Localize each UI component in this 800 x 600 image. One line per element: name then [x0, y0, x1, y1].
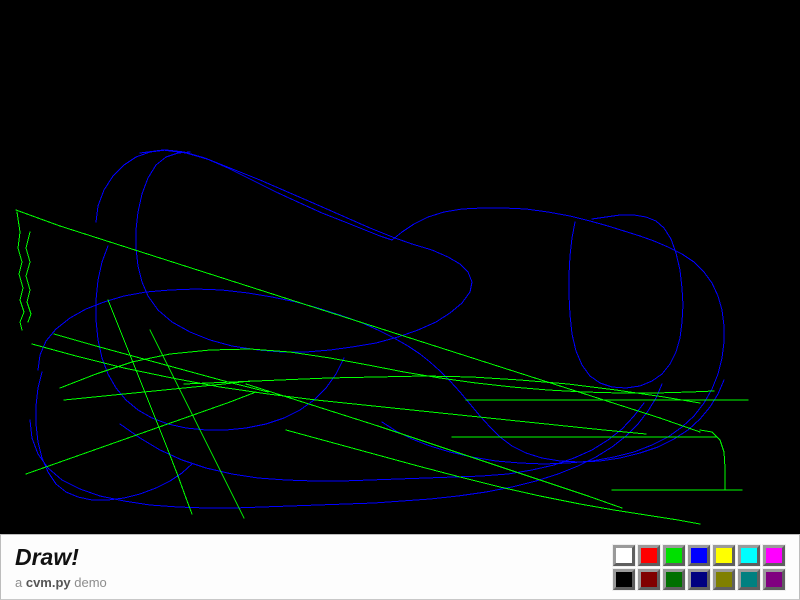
stroke-blue-inner-right-lobe: [568, 214, 684, 389]
stroke-green-diagonal-steep: [107, 299, 193, 515]
color-swatch-purple[interactable]: [762, 567, 786, 591]
color-swatch-yellow[interactable]: [712, 543, 736, 567]
palette-row-1: [612, 543, 786, 567]
branding: Draw! a cvm.py demo: [1, 543, 107, 589]
stroke-green-mid-crossing: [183, 375, 701, 404]
color-palette[interactable]: [612, 543, 799, 591]
drawing-canvas[interactable]: [0, 0, 800, 534]
color-swatch-teal[interactable]: [737, 567, 761, 591]
color-swatch-olive[interactable]: [712, 567, 736, 591]
stroke-green-zigzag-left-2: [25, 231, 32, 323]
stroke-blue-lower-bag: [29, 383, 663, 509]
app-subtitle: a cvm.py demo: [15, 576, 107, 589]
color-swatch-dark-green[interactable]: [662, 567, 686, 591]
stroke-green-horizontal-mid: [63, 380, 251, 401]
stroke-green-hook-right: [699, 429, 726, 491]
subtitle-module-name: cvm.py: [25, 574, 71, 590]
stroke-green-upper-cross: [53, 333, 269, 393]
color-swatch-black[interactable]: [612, 567, 636, 591]
stroke-group: [15, 149, 749, 525]
canvas-background: [0, 0, 800, 534]
stroke-blue-top-arc: [95, 149, 393, 241]
footer-toolbar: Draw! a cvm.py demo: [0, 534, 800, 600]
stroke-green-steep-down-right: [149, 329, 245, 519]
subtitle-prefix: a: [15, 574, 26, 590]
stroke-blue-left-hook: [95, 245, 345, 431]
stroke-green-long-diagonal-1: [15, 209, 701, 433]
color-swatch-blue[interactable]: [687, 543, 711, 567]
stroke-green-arc-to-right: [59, 348, 715, 394]
stroke-green-long-shallow: [31, 343, 647, 435]
stroke-green-right-long-fall: [285, 429, 701, 525]
stroke-green-right-descender: [245, 383, 623, 509]
stroke-green-rising-left: [25, 391, 257, 475]
color-swatch-green[interactable]: [662, 543, 686, 567]
stroke-blue-mid-sweep: [37, 288, 725, 463]
stroke-blue-tail-bottom: [119, 402, 645, 482]
page-title: Draw!: [15, 543, 79, 570]
stroke-green-zigzag-left: [16, 211, 25, 331]
color-swatch-dark-red[interactable]: [637, 567, 661, 591]
color-swatch-cyan[interactable]: [737, 543, 761, 567]
stroke-blue-outer-loop: [135, 149, 473, 353]
subtitle-suffix: demo: [70, 574, 107, 590]
stroke-blue-ridge-right: [381, 207, 725, 465]
canvas-strokes-surface[interactable]: [0, 0, 800, 534]
color-swatch-magenta[interactable]: [762, 543, 786, 567]
color-swatch-white[interactable]: [612, 543, 636, 567]
palette-row-2: [612, 567, 786, 591]
color-swatch-red[interactable]: [637, 543, 661, 567]
color-swatch-navy[interactable]: [687, 567, 711, 591]
stroke-blue-lower-left-curl: [35, 371, 193, 501]
